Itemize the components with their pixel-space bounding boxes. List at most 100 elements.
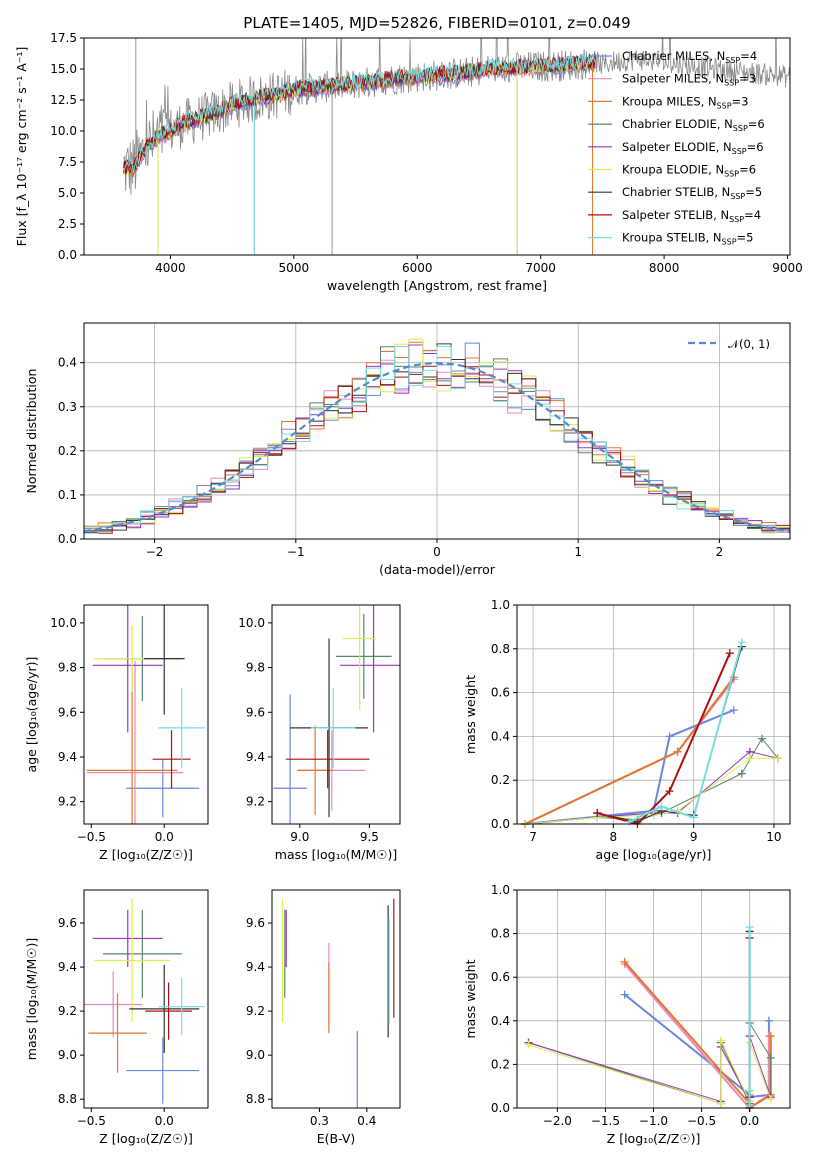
weight_vs_age-panel: 7 8 9 10 0.0 0.2 0.4 0.6 0.8 1.0 age [log₁₀(age/yr… [463, 598, 791, 862]
y-axis-label: mass [log₁₀(M/M☉)] [24, 938, 39, 1060]
marker-kroupa_miles [673, 747, 682, 756]
x-tick-label: 6000 [402, 261, 433, 275]
marker-kroupa_stelib [737, 638, 746, 647]
y-tick-label: 0.4 [58, 356, 77, 370]
figure-title: PLATE=1405, MJD=52826, FIBERID=0101, z=0… [243, 14, 630, 32]
x-tick-label: −0.5 [77, 1114, 106, 1128]
y-tick-label: 9.8 [58, 661, 77, 675]
y-tick-label: 10.0 [238, 616, 265, 630]
y-axis-label: Normed distribution [24, 369, 39, 494]
y-tick-label: 9.2 [246, 1004, 265, 1018]
x-tick-label: 7 [529, 830, 537, 844]
y-tick-label: 9.2 [246, 795, 265, 809]
y-tick-label: 0.4 [491, 1014, 510, 1028]
age_vs_Z-panel: −0.5 0.0 9.2 9.4 9.6 9.8 10.0 Z [log₁₀(Z/Z☉)] ag… [24, 604, 209, 862]
marker-kroupa_elodie [745, 754, 754, 763]
y-tick-label: 10.0 [50, 124, 77, 138]
y-tick-label: 0.1 [58, 488, 77, 502]
age_vs_mass-panel: 9.0 9.5 9.2 9.4 9.6 9.8 10.0 mass [log₁₀(M/M☉)] [238, 604, 401, 862]
marker-kroupa_stelib [745, 923, 754, 932]
y-tick-label: 7.5 [58, 155, 77, 169]
legend-entry: Salpeter STELIB, NSSP=4 [622, 208, 761, 224]
y-axis-label: age [log₁₀(age/yr)] [24, 657, 39, 773]
x-axis-label: mass [log₁₀(M/M☉)] [275, 847, 397, 862]
x-tick-label: −2 [146, 545, 164, 559]
y-tick-label: 0.0 [58, 248, 77, 262]
x-axis-label: wavelength [Angstrom, rest frame] [327, 278, 547, 293]
x-tick-label: 0.3 [310, 1114, 329, 1128]
marker-kroupa_miles [766, 1032, 775, 1041]
legend-entry: Kroupa STELIB, NSSP=5 [622, 231, 753, 247]
y-tick-label: 0.2 [58, 444, 77, 458]
x-axis-label: Z [log₁₀(Z/Z☉)] [99, 1131, 193, 1146]
y-tick-label: 5.0 [58, 186, 77, 200]
marker-chabrier_elodie [766, 1053, 775, 1062]
y-tick-label: 9.6 [246, 916, 265, 930]
x-tick-label: −2.0 [543, 1114, 572, 1128]
x-tick-label: 8 [610, 830, 618, 844]
axes-frame [516, 604, 791, 825]
legend-entry: Chabrier MILES, NSSP=4 [622, 49, 757, 65]
y-tick-label: 9.2 [58, 795, 77, 809]
marker-kroupa_miles [620, 957, 629, 966]
marker-kroupa_elodie [716, 1099, 725, 1108]
series-kroupa_elodie [528, 1040, 772, 1105]
y-tick-label: 9.4 [246, 750, 265, 764]
histogram-kroupa_stelib [84, 346, 790, 534]
marker-kroupa_elodie [766, 1095, 775, 1104]
series-kroupa_elodie [524, 757, 778, 824]
marker-chabrier_miles [764, 1016, 773, 1025]
y-tick-label: 0.3 [58, 400, 77, 414]
x-axis-label: E(B-V) [317, 1131, 356, 1146]
y-axis-label: mass weight [463, 959, 478, 1038]
y-tick-label: 0.2 [491, 1057, 510, 1071]
x-tick-label: 0.0 [740, 1114, 759, 1128]
marker-salpeter_stelib [725, 649, 734, 658]
mass_vs_ebv-panel: 0.3 0.4 8.8 9.0 9.2 9.4 9.6 E(B-V) [246, 889, 401, 1146]
y-tick-label: 0.6 [491, 686, 510, 700]
marker-kroupa_elodie [773, 754, 782, 763]
plots: 4000 5000 6000 7000 8000 90000.02.55.07.510.0… [14, 31, 803, 1146]
y-tick-label: 17.5 [50, 31, 77, 45]
marker-kroupa_stelib [689, 813, 698, 822]
x-tick-label: 10 [766, 830, 781, 844]
y-tick-label: 9.4 [58, 960, 77, 974]
axes-frame [83, 604, 209, 825]
y-tick-label: 9.8 [246, 661, 265, 675]
x-tick-label: 9 [690, 830, 698, 844]
marker-kroupa_elodie [524, 1040, 533, 1049]
x-tick-label: 4000 [155, 261, 186, 275]
mass_vs_Z-panel: −0.5 0.0 8.8 9.0 9.2 9.4 9.6 Z [log₁₀(Z/Z☉)] mas… [24, 889, 209, 1146]
y-tick-label: 12.5 [50, 93, 77, 107]
y-tick-label: 0.8 [491, 927, 510, 941]
x-tick-label: 5000 [279, 261, 310, 275]
y-tick-label: 0.2 [491, 773, 510, 787]
legend-entry: Salpeter ELODIE, NSSP=6 [622, 140, 764, 156]
y-tick-label: 15.0 [50, 62, 77, 76]
marker-kroupa_stelib [657, 802, 666, 811]
x-tick-label: −1.5 [591, 1114, 620, 1128]
y-tick-label: 0.8 [491, 642, 510, 656]
x-tick-label: −0.5 [77, 830, 106, 844]
x-tick-label: −1.0 [639, 1114, 668, 1128]
y-tick-label: 0.0 [58, 532, 77, 546]
axes-frame [83, 889, 209, 1109]
x-tick-label: 2 [716, 545, 724, 559]
spectrum-panel: 4000 5000 6000 7000 8000 9000 0.0 2.5 5.0 7.5 10.0… [14, 31, 803, 293]
legend-entry: 𝒩(0, 1) [728, 337, 770, 351]
model-fit-kroupa_stelib [123, 53, 596, 174]
legend-entry: Salpeter MILES, NSSP=3 [622, 72, 756, 88]
marker-chabrier_miles [729, 706, 738, 715]
x-tick-label: −1 [287, 545, 305, 559]
y-tick-label: 9.6 [246, 705, 265, 719]
y-tick-label: 9.4 [58, 750, 77, 764]
x-tick-label: 7000 [525, 261, 556, 275]
legend-entry: Kroupa ELODIE, NSSP=6 [622, 163, 756, 179]
y-tick-label: 8.8 [58, 1092, 77, 1106]
x-tick-label: 0.0 [155, 830, 174, 844]
series-salpeter_miles [524, 678, 735, 824]
axes-frame [83, 37, 791, 256]
marker-chabrier_miles [620, 990, 629, 999]
series-kroupa_miles [524, 676, 735, 824]
